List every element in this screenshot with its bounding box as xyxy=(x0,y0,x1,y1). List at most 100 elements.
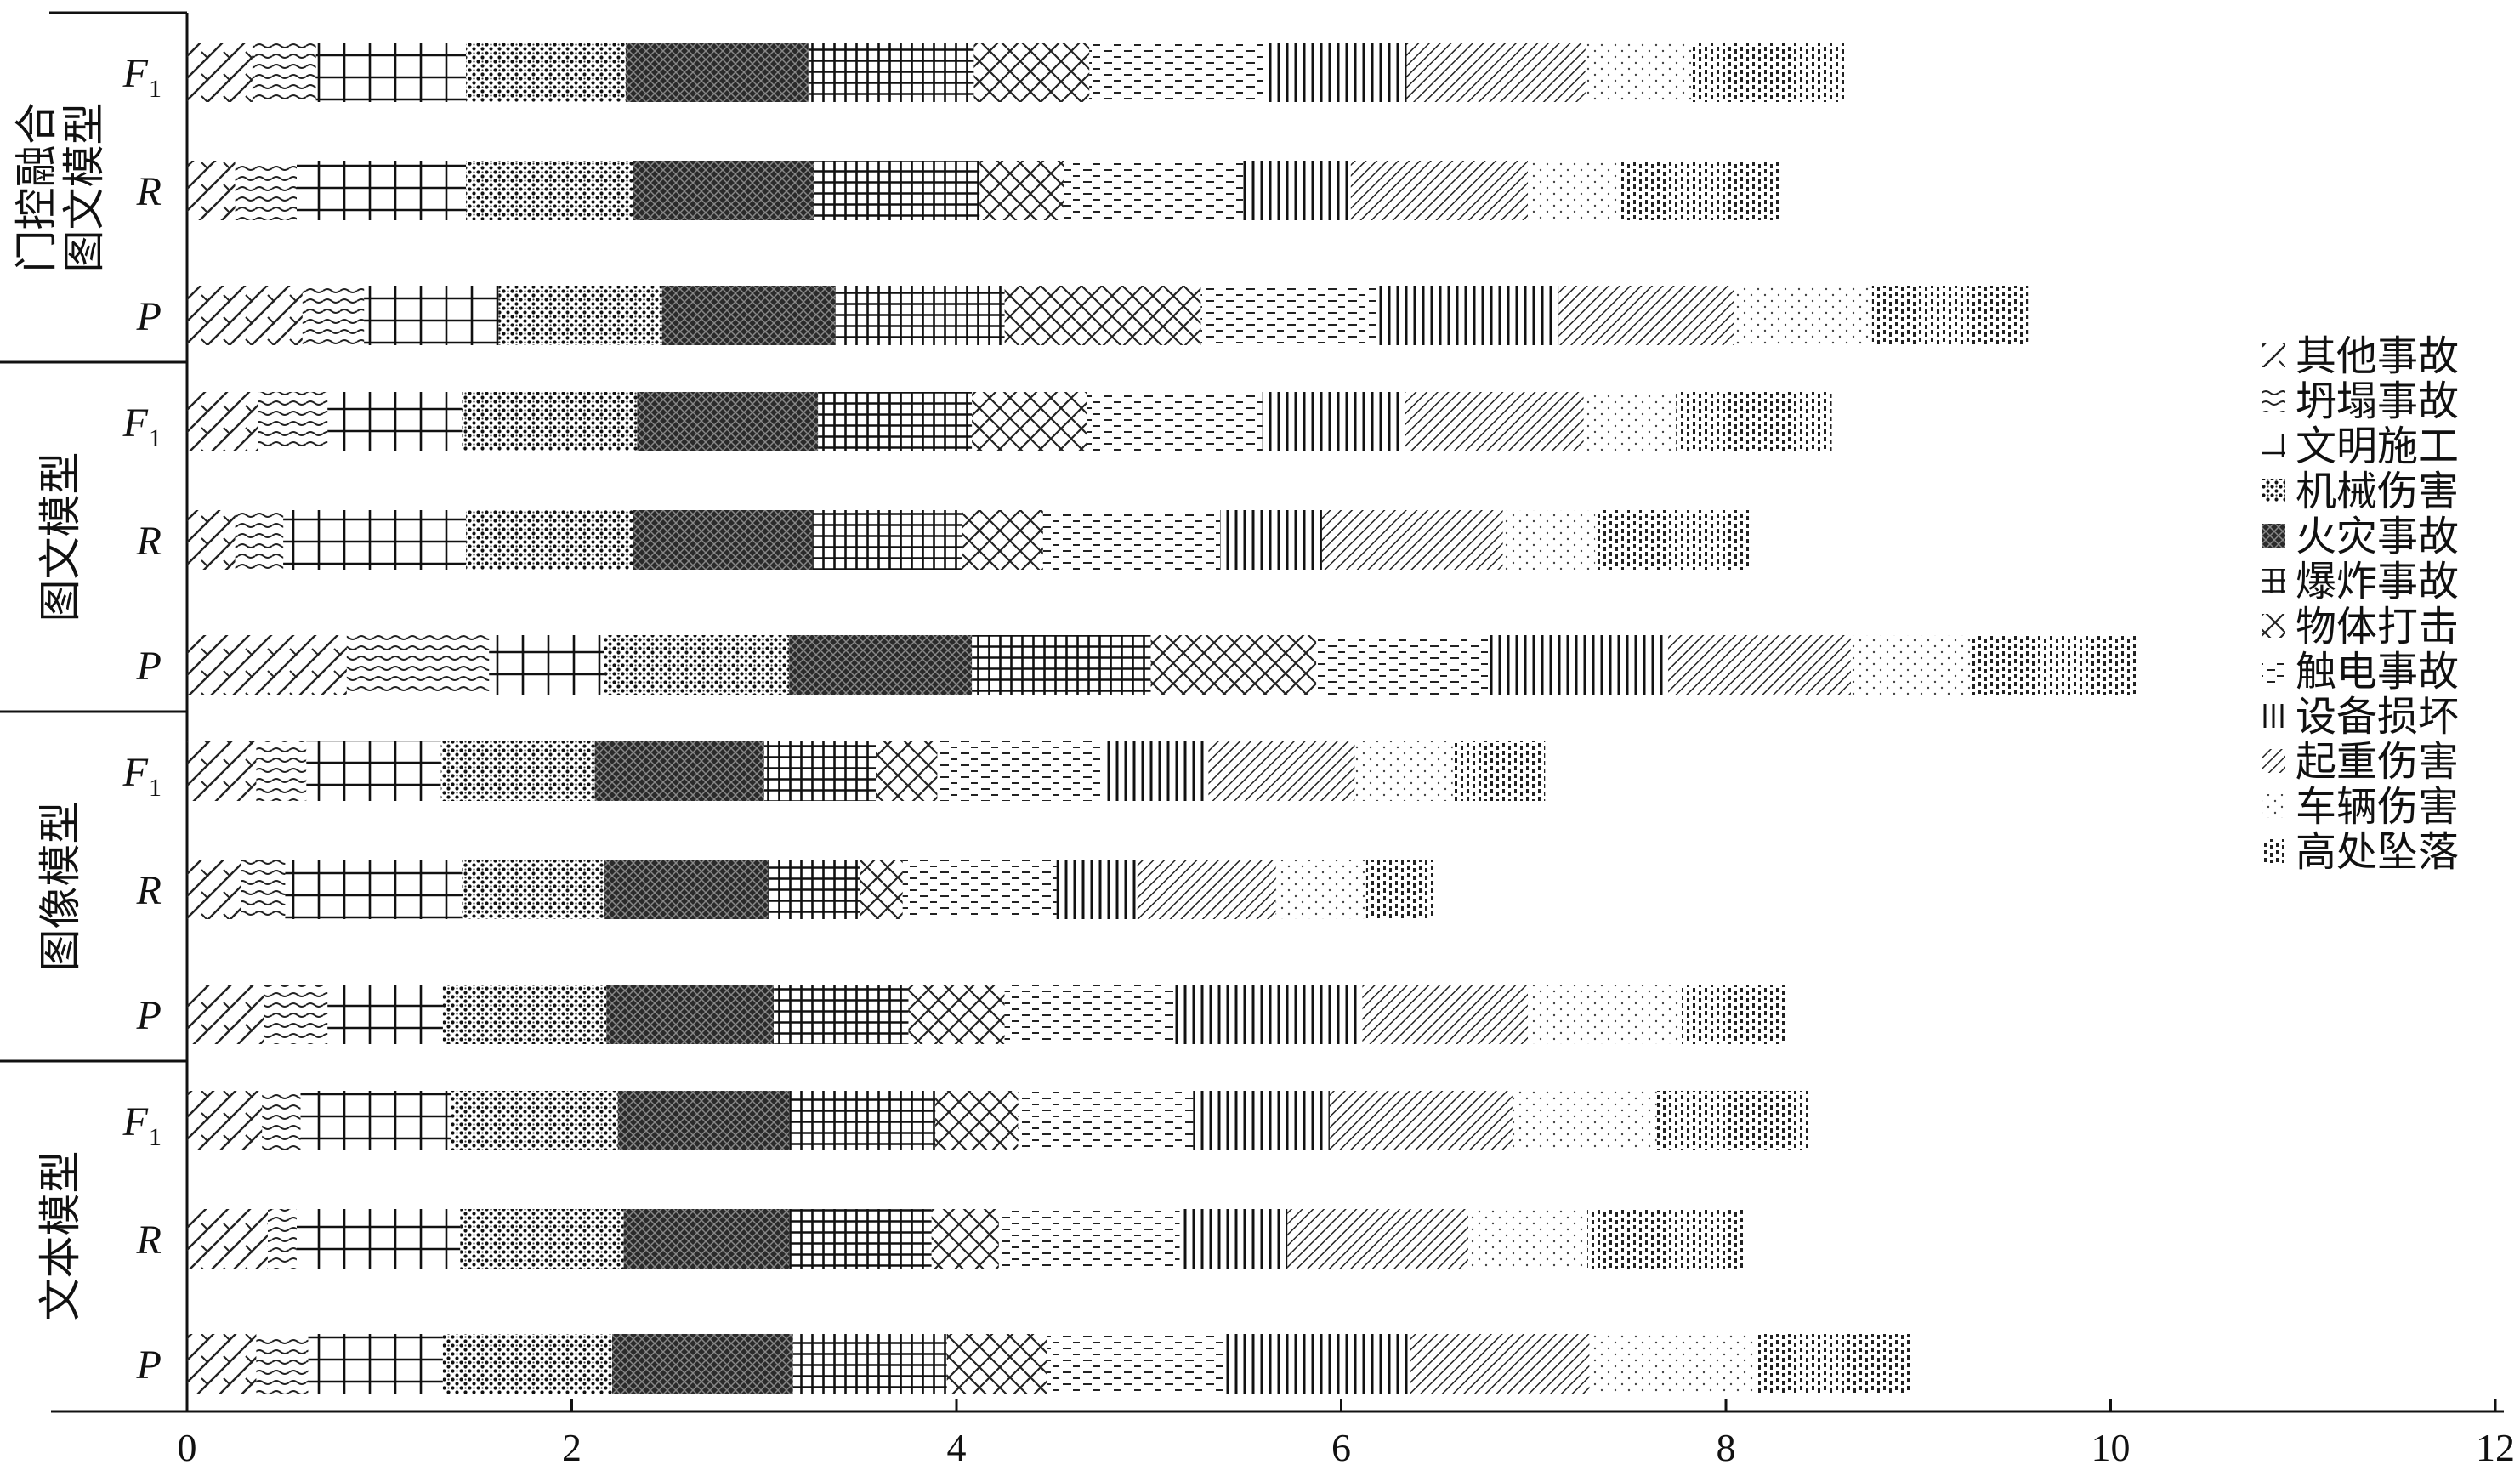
row-metric-subscript: 1 xyxy=(149,1123,162,1151)
bar-segment xyxy=(1587,1209,1744,1269)
bar-segment xyxy=(308,1334,443,1394)
bar-segment xyxy=(187,161,236,220)
bar-segment xyxy=(442,1334,612,1394)
bar-segment xyxy=(1851,635,1971,695)
legend-label: 其他事故 xyxy=(2296,332,2459,380)
bar-segment xyxy=(187,510,236,570)
bar-segment xyxy=(902,860,1057,919)
row-metric-label: R xyxy=(136,868,162,913)
bar-segment xyxy=(256,1334,309,1394)
bar-segment xyxy=(594,741,764,801)
row-metric-label: F1 xyxy=(122,400,162,452)
bar-segment xyxy=(1087,392,1263,451)
bar-segment xyxy=(187,741,257,801)
bar-segment xyxy=(1410,1334,1590,1394)
legend-label: 设备损坏 xyxy=(2296,693,2459,741)
legend-item: 机械伤害 xyxy=(2262,468,2459,515)
legend-item: 火灾事故 xyxy=(2262,513,2459,560)
bar-segment xyxy=(1056,860,1138,919)
group-label-line: 门控融合 xyxy=(12,103,61,273)
group-label-line: 图文模型 xyxy=(36,452,85,622)
bar-segment xyxy=(808,43,974,102)
bar-segment xyxy=(300,1091,451,1150)
row-metric-label: R xyxy=(136,519,162,564)
bar-segment xyxy=(187,392,258,451)
legend-item: 设备损坏 xyxy=(2262,693,2459,741)
legend-item: 触电事故 xyxy=(2262,648,2459,695)
bar-segment xyxy=(972,392,1087,451)
bar-segment xyxy=(327,392,463,451)
bar-segment xyxy=(306,741,441,801)
legend-item: 物体打击 xyxy=(2262,603,2459,650)
row-metric-subscript: 1 xyxy=(149,75,162,103)
bar-segment xyxy=(860,860,903,919)
row-metric-label: F1 xyxy=(122,750,162,802)
legend-label: 物体打击 xyxy=(2296,603,2459,650)
bar-segment xyxy=(1583,392,1677,451)
row-metric-label: P xyxy=(136,644,162,689)
bar-segment xyxy=(604,635,790,695)
bar-segment xyxy=(187,43,253,102)
legend-label: 火灾事故 xyxy=(2296,513,2459,560)
x-tick-label: 10 xyxy=(2091,1426,2131,1469)
row-metric-label: P xyxy=(136,1343,162,1388)
bar-segment xyxy=(1618,161,1780,220)
bar-segment xyxy=(283,510,466,570)
bar-segment xyxy=(818,392,973,451)
bar-segment xyxy=(462,860,604,919)
bar-segment xyxy=(1970,635,2138,695)
bars-layer xyxy=(187,43,2138,1394)
row-metric-subscript: 1 xyxy=(149,774,162,802)
bar-segment xyxy=(1595,510,1750,570)
legend-label: 爆炸事故 xyxy=(2296,558,2459,605)
group-label: 图文模型 xyxy=(36,452,85,622)
row-metric-label: P xyxy=(136,993,162,1038)
bar-segment xyxy=(235,161,297,220)
legend-label: 机械伤害 xyxy=(2296,468,2459,515)
legend-item: 高处坠落 xyxy=(2262,828,2459,876)
bar-segment xyxy=(1047,1334,1224,1394)
bar-segment xyxy=(1350,161,1528,220)
bar-segment xyxy=(187,286,303,345)
legend-swatch xyxy=(2262,343,2285,367)
legend-item: 坍塌事故 xyxy=(2262,378,2459,425)
bar-segment xyxy=(252,43,316,102)
bar-segment xyxy=(612,1334,793,1394)
bar-segment xyxy=(876,741,938,801)
bar-segment xyxy=(466,161,633,220)
bar-segment xyxy=(962,510,1043,570)
bar-segment xyxy=(1103,741,1209,801)
bar-segment xyxy=(1467,1209,1588,1269)
bar-segment xyxy=(241,860,286,919)
bar-segment xyxy=(946,1334,1047,1394)
bar-segment xyxy=(812,510,962,570)
bar-segment xyxy=(789,1209,932,1269)
bar-segment xyxy=(792,1334,947,1394)
x-tick-label: 6 xyxy=(1331,1426,1351,1469)
bar-segment xyxy=(973,43,1090,102)
bar-segment xyxy=(835,286,1005,345)
bar-segment xyxy=(262,1091,301,1150)
group-label-line: 文本模型 xyxy=(36,1151,85,1321)
bar-segment xyxy=(604,860,769,919)
bar-segment xyxy=(661,286,836,345)
legend-label: 触电事故 xyxy=(2296,648,2459,695)
bar-segment xyxy=(256,741,307,801)
bar-segment xyxy=(998,1209,1180,1269)
bar-segment xyxy=(346,635,490,695)
bar-segment xyxy=(617,1091,790,1150)
bar-segment xyxy=(1004,286,1201,345)
row-metric-label: F1 xyxy=(122,51,162,103)
bar-segment xyxy=(1589,1334,1757,1394)
x-tick-label: 8 xyxy=(1717,1426,1736,1469)
bar-segment xyxy=(763,741,876,801)
bar-segment xyxy=(1365,860,1434,919)
bar-segment xyxy=(1137,860,1276,919)
bar-segment xyxy=(258,392,328,451)
legend-swatch xyxy=(2262,614,2285,638)
bar-segment xyxy=(935,1091,1019,1150)
bar-segment xyxy=(1656,1091,1811,1150)
legend-label: 车辆伤害 xyxy=(2296,783,2459,831)
bar-segment xyxy=(1179,1209,1288,1269)
bar-segment xyxy=(187,1091,263,1150)
